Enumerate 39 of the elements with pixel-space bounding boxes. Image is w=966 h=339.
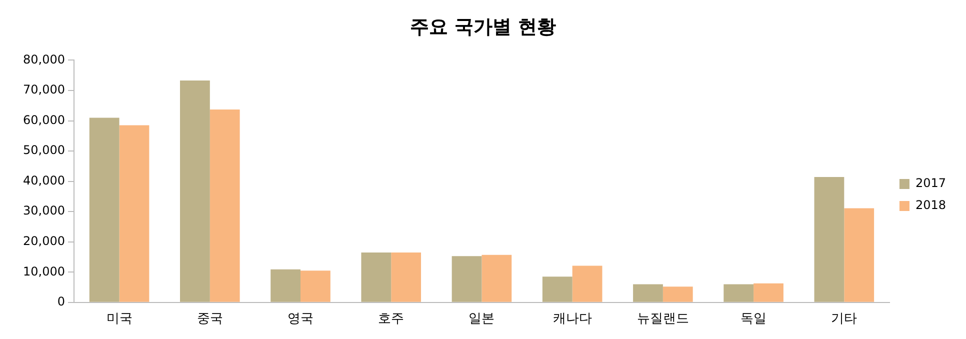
x-tick-label: 일본 (468, 312, 495, 327)
y-tick-label: 50,000 (22, 143, 65, 158)
bar (482, 254, 512, 302)
y-tick-label: 20,000 (22, 234, 65, 248)
legend-label: 2017 (915, 176, 946, 190)
bar (391, 252, 422, 302)
x-tick-label: 영국 (288, 312, 314, 327)
y-tick-label: 10,000 (22, 264, 65, 278)
x-tick-label: 기타 (831, 312, 858, 327)
y-tick-label: 80,000 (22, 52, 65, 66)
bar (542, 276, 572, 302)
x-tick-label: 중국 (196, 312, 223, 327)
y-tick-label: 0 (57, 294, 65, 309)
bar (180, 80, 210, 302)
bar (270, 269, 301, 302)
y-tick-label: 70,000 (22, 82, 65, 97)
bar (754, 283, 784, 302)
bar (89, 118, 120, 302)
y-tick-label: 30,000 (22, 204, 65, 218)
bar (452, 256, 482, 302)
bar (662, 286, 693, 302)
x-tick-label: 호주 (378, 312, 404, 327)
x-tick-label: 미국 (106, 312, 132, 327)
bar (633, 284, 663, 302)
bar (844, 208, 874, 302)
legend-label: 2018 (915, 198, 946, 212)
y-tick-label: 40,000 (22, 173, 65, 188)
y-tick-label: 60,000 (22, 112, 65, 127)
bar (724, 284, 754, 302)
x-tick-label: 캐나다 (552, 312, 592, 327)
bar (210, 110, 240, 302)
bar (814, 177, 844, 302)
bar (572, 266, 602, 302)
chart-title: 주요 국가별 현황 (408, 15, 558, 40)
bar (361, 252, 392, 302)
x-tick-label: 뉴질랜드 (636, 312, 689, 327)
x-tick-label: 독일 (740, 312, 767, 327)
bar (300, 270, 330, 302)
bar (119, 125, 150, 302)
